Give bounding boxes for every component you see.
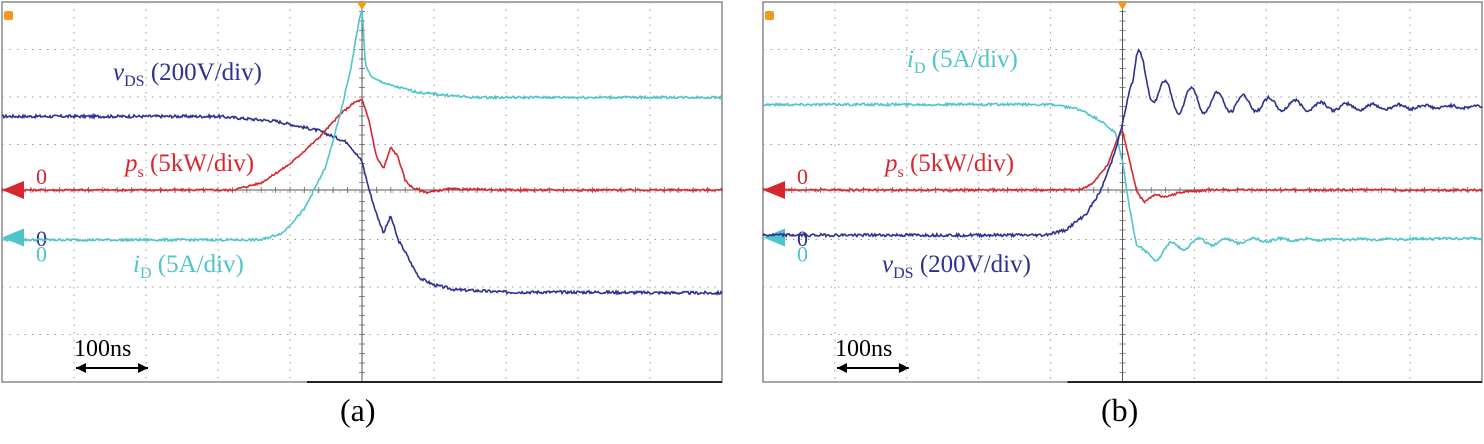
series-label-scale: (200V/div) (145, 59, 262, 86)
series-label-main: v (113, 59, 125, 86)
trace-ds-series (1, 112, 723, 296)
zero-level-label: 0 (797, 242, 808, 267)
time-scale-label: 100ns (835, 336, 892, 362)
zero-marker-icon (2, 228, 24, 247)
series-label: vDS (200V/div) (113, 59, 262, 90)
trigger-marker-icon (357, 2, 367, 10)
series-label-sub: DS (124, 73, 144, 90)
arrow-left-icon (76, 363, 86, 373)
series-label-scale: (200V/div) (914, 251, 1031, 278)
scope-panel-a: 0 vDS (200V/div) 0 ps (5kW/div) 0 iD (5A/div)… (1, 1, 723, 383)
series-label-sub: D (140, 265, 152, 282)
series-label: vDS (200V/div) (882, 251, 1031, 282)
series-label-sub: s (138, 164, 144, 181)
time-scale-label: 100ns (74, 336, 131, 362)
series-label: iD (5A/div) (907, 46, 1018, 77)
trace-d-series (762, 101, 1483, 262)
zero-level-label: 0 (36, 242, 47, 267)
series-label-main: i (133, 251, 140, 278)
zero-level-label: 0 (36, 226, 47, 251)
series-label-main: i (907, 46, 914, 73)
series-label-sub: s (898, 164, 904, 181)
panel-a-caption: (a) (340, 392, 376, 428)
series-label-main: v (882, 251, 894, 278)
series-label: ps (5kW/div) (123, 150, 254, 181)
arrow-right-icon (898, 363, 909, 373)
series-label-sub: DS (893, 265, 913, 282)
series-label-main: p (123, 150, 138, 177)
zero-marker-icon (763, 181, 785, 199)
arrow-right-icon (138, 363, 148, 373)
series-label-scale: (5A/div) (152, 251, 244, 278)
series-label-main: p (883, 150, 898, 177)
channel-marker-icon (765, 11, 774, 20)
series-label-scale: (5kW/div) (904, 150, 1014, 177)
zero-level-label: 0 (797, 226, 808, 251)
zero-marker-icon (2, 181, 24, 199)
trace-d-series (1, 9, 723, 243)
channel-marker-icon (4, 11, 13, 20)
trigger-marker-icon (1117, 2, 1128, 10)
time-scale-marker: 100ns (835, 336, 909, 373)
zero-level-label: 0 (36, 164, 47, 189)
panel-b-caption: (b) (1101, 392, 1139, 428)
series-label: ps (5kW/div) (883, 150, 1014, 181)
trace-s-series (762, 129, 1483, 204)
scope-panel-b: 0 iD (5A/div) 0 ps (5kW/div) 0 vDS (200V/div)… (762, 1, 1483, 383)
series-label: iD (5A/div) (133, 251, 244, 282)
series-label-scale: (5A/div) (926, 46, 1018, 73)
time-scale-marker: 100ns (74, 336, 148, 373)
series-label-scale: (5kW/div) (144, 150, 254, 177)
arrow-left-icon (837, 363, 847, 373)
trace-ds-series (762, 48, 1483, 239)
trace-s-series (1, 97, 723, 195)
zero-marker-icon (763, 228, 785, 247)
series-label-sub: D (914, 60, 926, 77)
zero-level-label: 0 (797, 164, 808, 189)
